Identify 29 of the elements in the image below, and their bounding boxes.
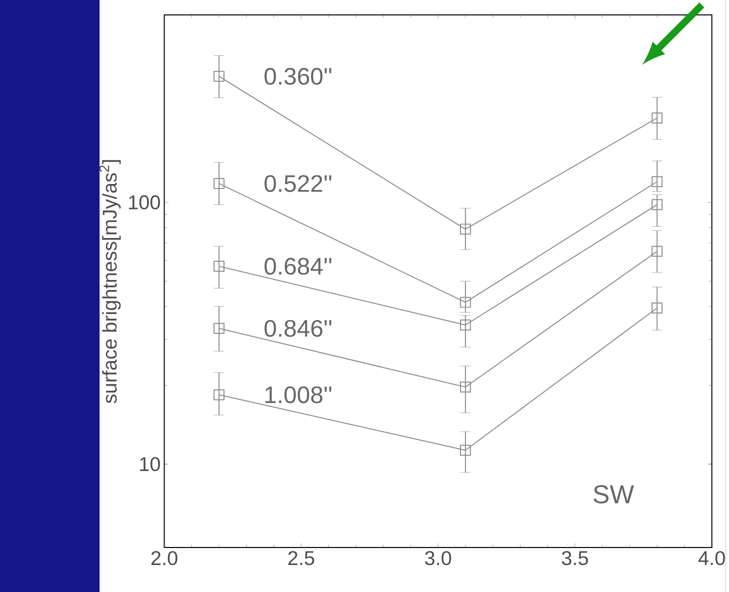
point: [460, 444, 471, 456]
series-label: 0.522'': [264, 174, 332, 192]
point: [214, 389, 225, 400]
point: [652, 176, 663, 187]
point: [460, 296, 471, 308]
x-tick-label: 2.0: [151, 550, 178, 565]
annotation: SW: [594, 484, 634, 504]
series-label: 0.846'': [264, 320, 332, 337]
point: [214, 70, 225, 82]
point: [652, 199, 663, 210]
series-label: 0.360'': [264, 68, 332, 85]
point: [214, 322, 225, 334]
point: [460, 224, 471, 234]
x-tick-label: 4.0: [698, 550, 725, 565]
series-label: 0.684'': [264, 258, 332, 275]
point: [652, 112, 663, 124]
point: [460, 381, 471, 392]
point: [214, 260, 225, 272]
series-label: 1.008'': [265, 386, 332, 404]
x-tick-label: 3.0: [424, 550, 452, 565]
point: [652, 302, 663, 314]
point: [214, 178, 225, 189]
y-tick-label: 10: [140, 456, 160, 471]
y-tick-label: 100: [129, 195, 160, 210]
y-axis-title: surface brightness[mJy/as$^{2}$]: [99, 160, 121, 404]
x-tick-label: 3.5: [562, 550, 588, 565]
point: [652, 246, 663, 257]
point: [460, 319, 471, 330]
x-tick-label: 2.5: [288, 550, 314, 565]
